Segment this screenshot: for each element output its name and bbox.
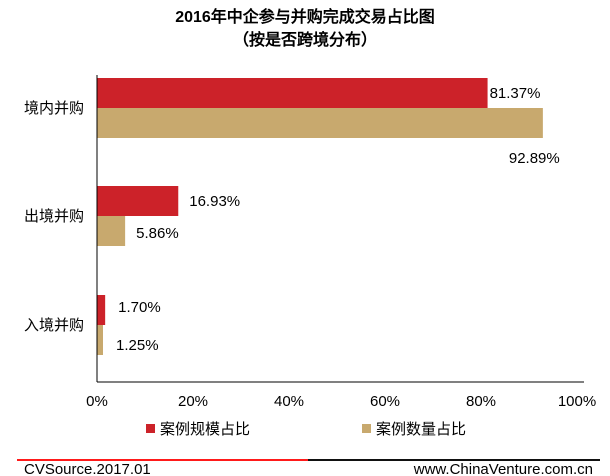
data-label: 1.25% (116, 337, 159, 354)
x-tick-label: 60% (370, 393, 400, 410)
legend-swatch-count (362, 424, 371, 433)
x-tick-label: 20% (178, 393, 208, 410)
x-tick-label: 40% (274, 393, 304, 410)
x-tick-label: 0% (86, 393, 108, 410)
legend-label-scale: 案例规模占比 (160, 420, 250, 438)
data-label: 16.93% (189, 193, 240, 210)
x-tick-label: 80% (466, 393, 496, 410)
data-label: 5.86% (136, 225, 179, 242)
bar-count (97, 325, 103, 355)
bar-scale (97, 78, 488, 108)
category-label: 入境并购 (24, 316, 84, 334)
footer-source: CVSource.2017.01 (24, 461, 151, 476)
data-label: 81.37% (490, 85, 541, 102)
category-label: 出境并购 (24, 207, 84, 225)
chart-title: 2016年中企参与并购完成交易占比图 (175, 7, 435, 26)
category-label: 境内并购 (24, 99, 84, 117)
x-tick-label: 100% (558, 393, 596, 410)
bar-scale (97, 295, 106, 325)
data-label: 92.89% (509, 150, 560, 167)
bar-count (97, 216, 126, 246)
bar-count (97, 108, 543, 138)
bar-scale (97, 186, 179, 216)
footer-site: www.ChinaVenture.com.cn (413, 461, 593, 476)
chart-subtitle: （按是否跨境分布） (233, 30, 377, 49)
legend-swatch-scale (146, 424, 155, 433)
legend-label-count: 案例数量占比 (376, 420, 466, 438)
data-label: 1.70% (118, 299, 161, 316)
